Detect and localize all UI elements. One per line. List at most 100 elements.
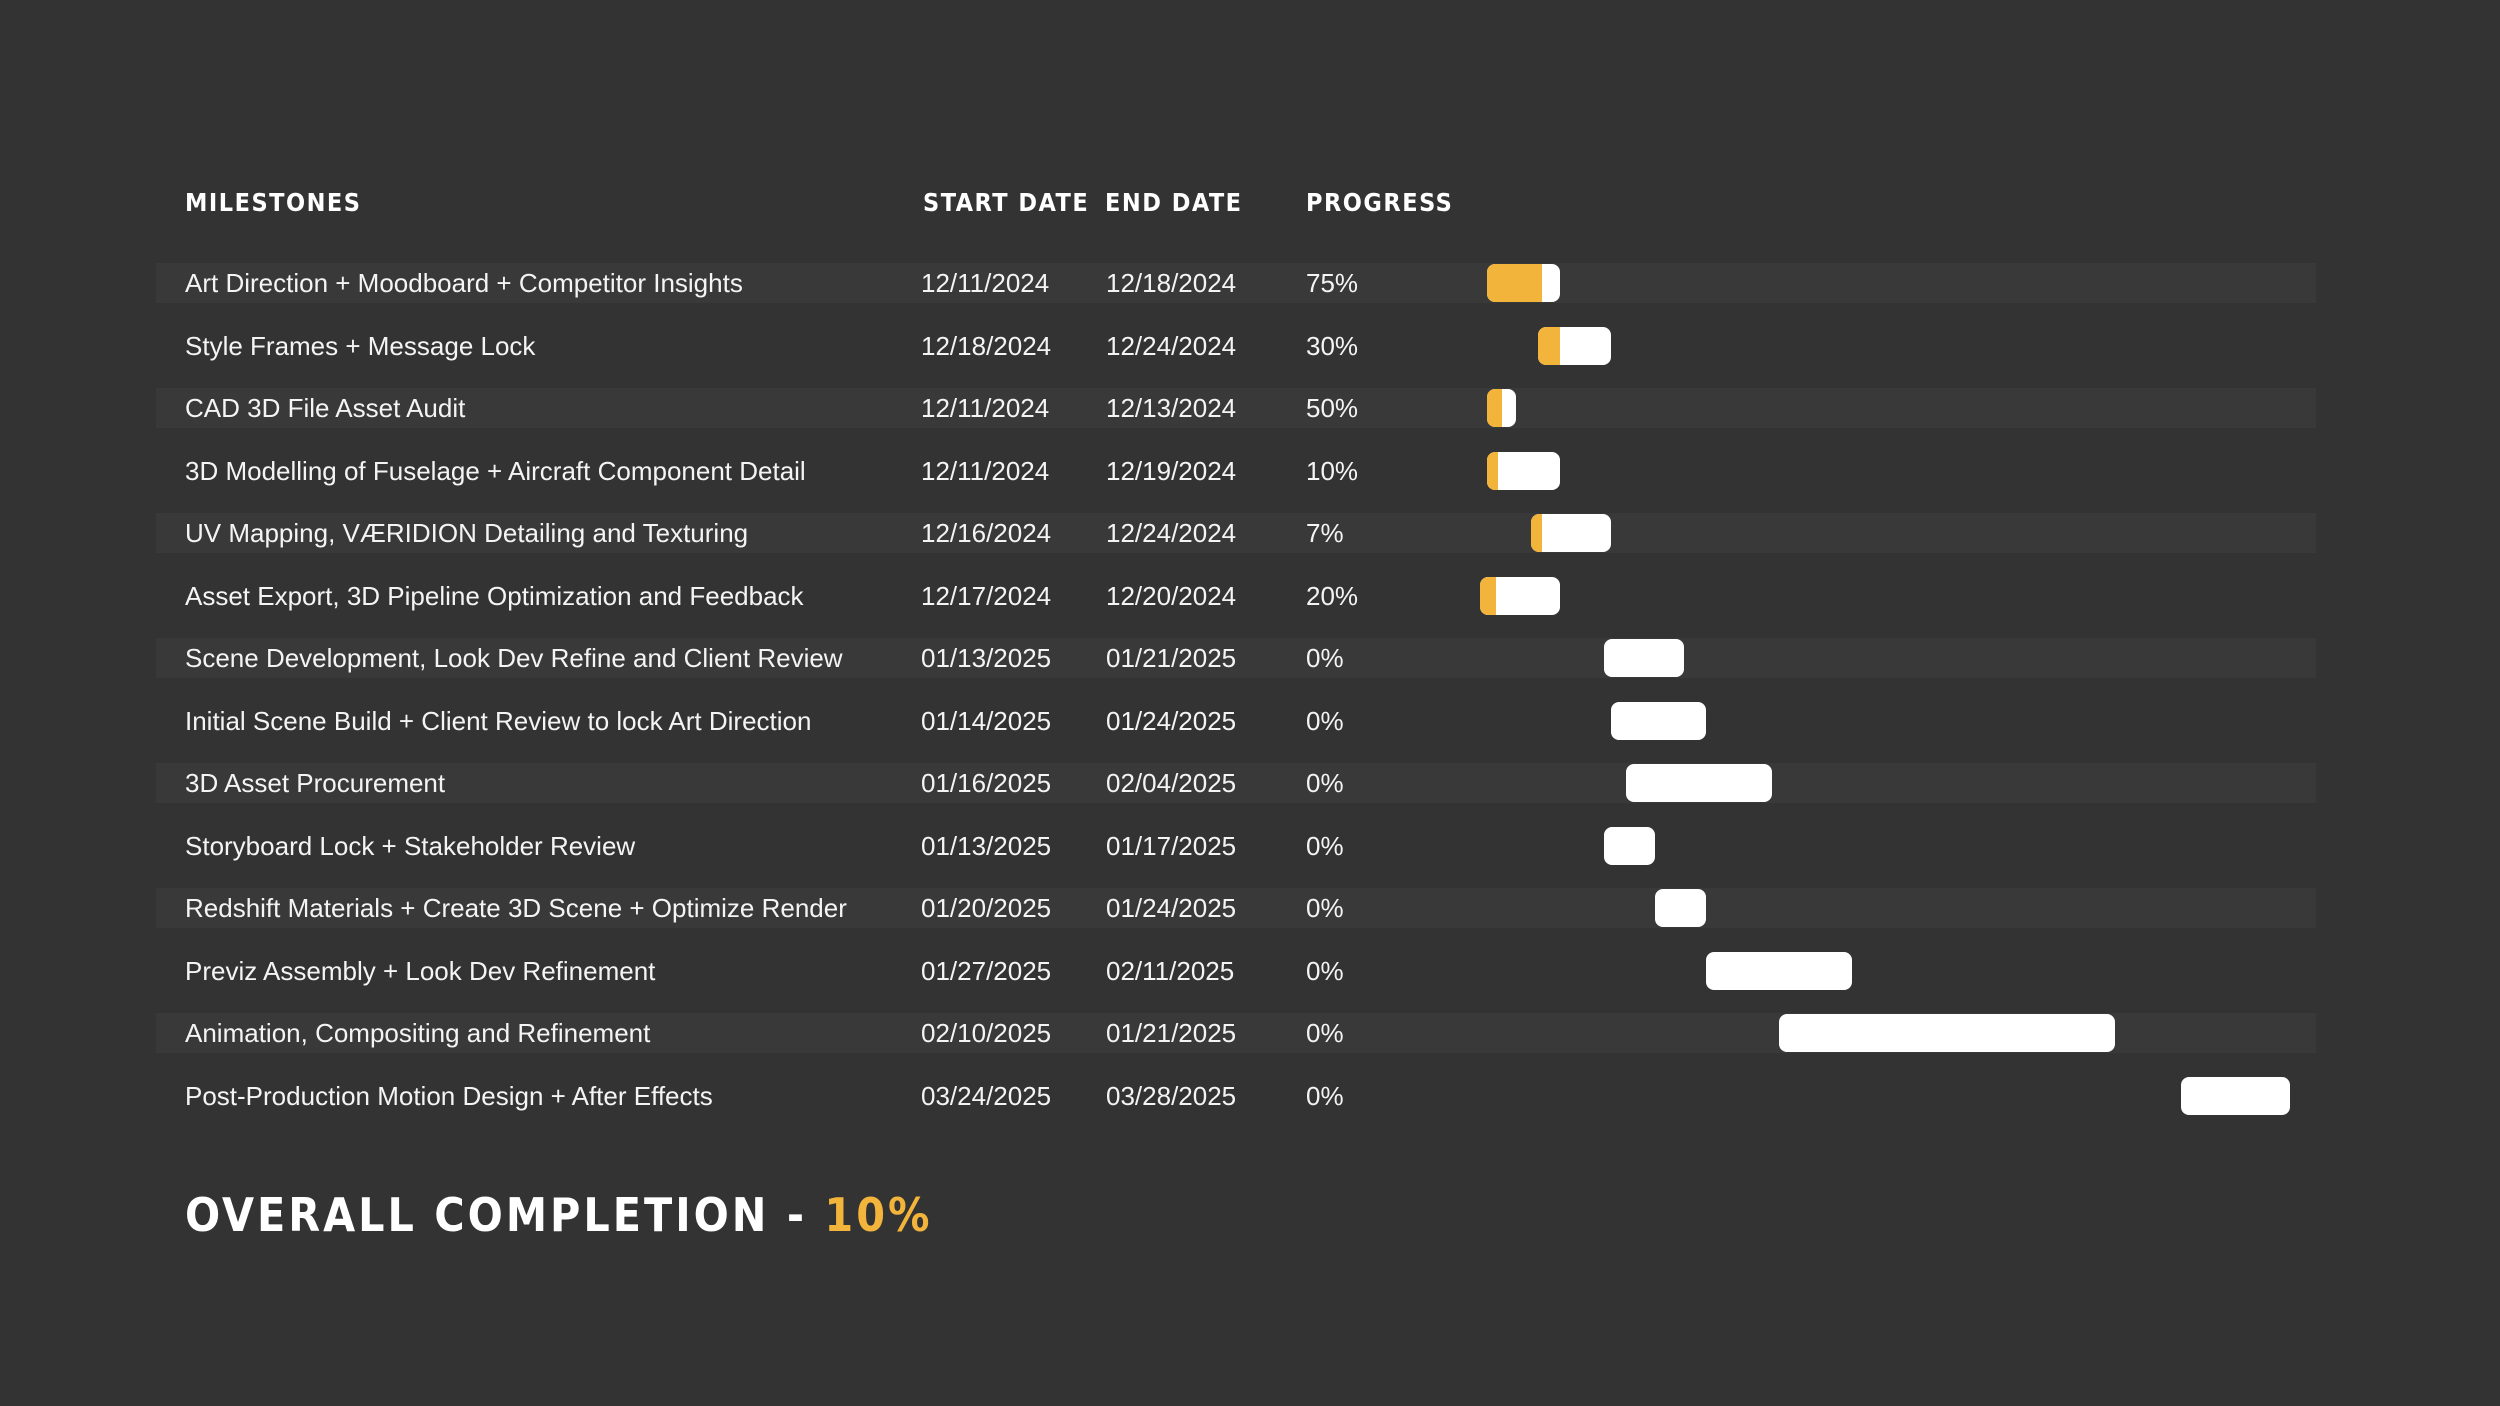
start-date: 12/11/2024 — [921, 455, 1050, 486]
progress-value: 0% — [1306, 643, 1344, 673]
gantt-bar — [1487, 451, 1561, 490]
gantt-bar-progress — [1480, 576, 1497, 615]
table-header: MILESTONES START DATE END DATE PROGRESS — [0, 188, 2500, 228]
progress-value: 10% — [1306, 455, 1359, 486]
gantt-bar-progress — [1538, 326, 1561, 365]
gantt-bar — [1625, 764, 1772, 802]
start-date: 12/16/2024 — [921, 518, 1052, 548]
table-row: Storyboard Lock + Stakeholder Review 01/1… — [156, 826, 2316, 866]
start-date: 01/27/2025 — [921, 955, 1052, 986]
table-row: Redshift Materials + Create 3D Scene + O… — [156, 888, 2316, 928]
end-date: 02/04/2025 — [1106, 768, 1237, 798]
end-date: 01/21/2025 — [1106, 643, 1237, 673]
start-date: 12/18/2024 — [921, 330, 1052, 361]
table-row: UV Mapping, VÆRIDION Detailing and Textu… — [156, 513, 2316, 553]
gantt-bar — [1487, 389, 1517, 427]
header-end-date: END DATE — [1105, 188, 1243, 217]
milestone-name: Art Direction + Moodboard + Competitor I… — [185, 268, 743, 298]
gantt-bar-progress — [1531, 514, 1543, 552]
overall-completion-label: OVERALL COMPLETION — [185, 1188, 770, 1242]
table-row: Animation, Compositing and Refinement 02/… — [156, 1013, 2316, 1053]
end-date: 12/24/2024 — [1106, 330, 1237, 361]
table-row: Style Frames + Message Lock 12/18/2024 12/… — [156, 326, 2316, 366]
progress-value: 7% — [1306, 518, 1344, 548]
start-date: 01/13/2025 — [921, 830, 1052, 861]
overall-completion-value: 10% — [824, 1188, 933, 1242]
table-row: Asset Export, 3D Pipeline Optimization a… — [156, 576, 2316, 616]
header-milestones: MILESTONES — [185, 188, 362, 217]
table-row: 3D Asset Procurement 01/16/2025 02/04/2025… — [156, 763, 2316, 803]
milestone-name: Animation, Compositing and Refinement — [185, 1018, 651, 1048]
milestone-name: 3D Asset Procurement — [185, 768, 446, 798]
start-date: 12/11/2024 — [921, 393, 1050, 423]
gantt-bar — [1604, 826, 1656, 865]
progress-value: 0% — [1306, 768, 1344, 798]
gantt-bar — [1604, 639, 1685, 677]
progress-value: 0% — [1306, 955, 1344, 986]
end-date: 01/21/2025 — [1106, 1018, 1237, 1048]
progress-value: 0% — [1306, 1080, 1344, 1111]
milestone-name: Asset Export, 3D Pipeline Optimization a… — [185, 580, 804, 611]
end-date: 12/24/2024 — [1106, 518, 1237, 548]
table-row: Art Direction + Moodboard + Competitor I… — [156, 263, 2316, 303]
progress-value: 75% — [1306, 268, 1359, 298]
progress-value: 30% — [1306, 330, 1359, 361]
table-row: 3D Modelling of Fuselage + Aircraft Comp… — [156, 451, 2316, 491]
table-row: Post-Production Motion Design + After Ef… — [156, 1076, 2316, 1116]
milestone-name: Style Frames + Message Lock — [185, 330, 536, 361]
progress-value: 0% — [1306, 705, 1344, 736]
end-date: 01/17/2025 — [1106, 830, 1237, 861]
milestone-name: Initial Scene Build + Client Review to l… — [185, 705, 812, 736]
milestone-name: CAD 3D File Asset Audit — [185, 393, 466, 423]
end-date: 12/13/2024 — [1106, 393, 1237, 423]
start-date: 03/24/2025 — [921, 1080, 1052, 1111]
gantt-bar — [1538, 326, 1612, 365]
progress-value: 20% — [1306, 580, 1359, 611]
gantt-bar — [1531, 514, 1612, 552]
progress-value: 0% — [1306, 893, 1344, 923]
progress-value: 50% — [1306, 393, 1359, 423]
start-date: 01/13/2025 — [921, 643, 1052, 673]
gantt-bar — [1706, 951, 1853, 990]
progress-value: 0% — [1306, 1018, 1344, 1048]
gantt-bar-progress — [1487, 389, 1502, 427]
milestone-name: Scene Development, Look Dev Refine and C… — [185, 643, 843, 673]
gantt-bar — [1779, 1014, 2115, 1052]
milestone-name: Storyboard Lock + Stakeholder Review — [185, 830, 636, 861]
gantt-bar — [1655, 889, 1707, 927]
milestone-name: Previz Assembly + Look Dev Refinement — [185, 955, 656, 986]
gantt-bar-progress — [1487, 451, 1498, 490]
gantt-bar — [2180, 1076, 2290, 1115]
start-date: 01/16/2025 — [921, 768, 1052, 798]
end-date: 12/18/2024 — [1106, 268, 1237, 298]
header-start-date: START DATE — [923, 188, 1090, 217]
end-date: 01/24/2025 — [1106, 893, 1237, 923]
milestone-name: 3D Modelling of Fuselage + Aircraft Comp… — [185, 455, 806, 486]
start-date: 12/11/2024 — [921, 268, 1050, 298]
table-row: Scene Development, Look Dev Refine and C… — [156, 638, 2316, 678]
start-date: 02/10/2025 — [921, 1018, 1052, 1048]
start-date: 01/20/2025 — [921, 893, 1052, 923]
gantt-bar-progress — [1487, 264, 1543, 302]
gantt-bar — [1611, 701, 1707, 740]
table-row: Initial Scene Build + Client Review to l… — [156, 701, 2316, 741]
end-date: 02/11/2025 — [1106, 955, 1235, 986]
milestone-name: UV Mapping, VÆRIDION Detailing and Textu… — [185, 518, 749, 548]
milestone-name: Redshift Materials + Create 3D Scene + O… — [185, 893, 847, 923]
end-date: 12/20/2024 — [1106, 580, 1237, 611]
end-date: 03/28/2025 — [1106, 1080, 1237, 1111]
end-date: 12/19/2024 — [1106, 455, 1237, 486]
table-row: CAD 3D File Asset Audit 12/11/2024 12/13/2… — [156, 388, 2316, 428]
milestone-name: Post-Production Motion Design + After Ef… — [185, 1080, 713, 1111]
header-progress: PROGRESS — [1306, 188, 1454, 217]
overall-separator: - — [786, 1188, 808, 1242]
start-date: 01/14/2025 — [921, 705, 1052, 736]
start-date: 12/17/2024 — [921, 580, 1052, 611]
end-date: 01/24/2025 — [1106, 705, 1237, 736]
overall-completion: OVERALL COMPLETION - 10% — [185, 1188, 932, 1242]
progress-value: 0% — [1306, 830, 1344, 861]
table-row: Previz Assembly + Look Dev Refinement 01/… — [156, 951, 2316, 991]
gantt-bar — [1487, 264, 1561, 302]
gantt-bar — [1480, 576, 1561, 615]
